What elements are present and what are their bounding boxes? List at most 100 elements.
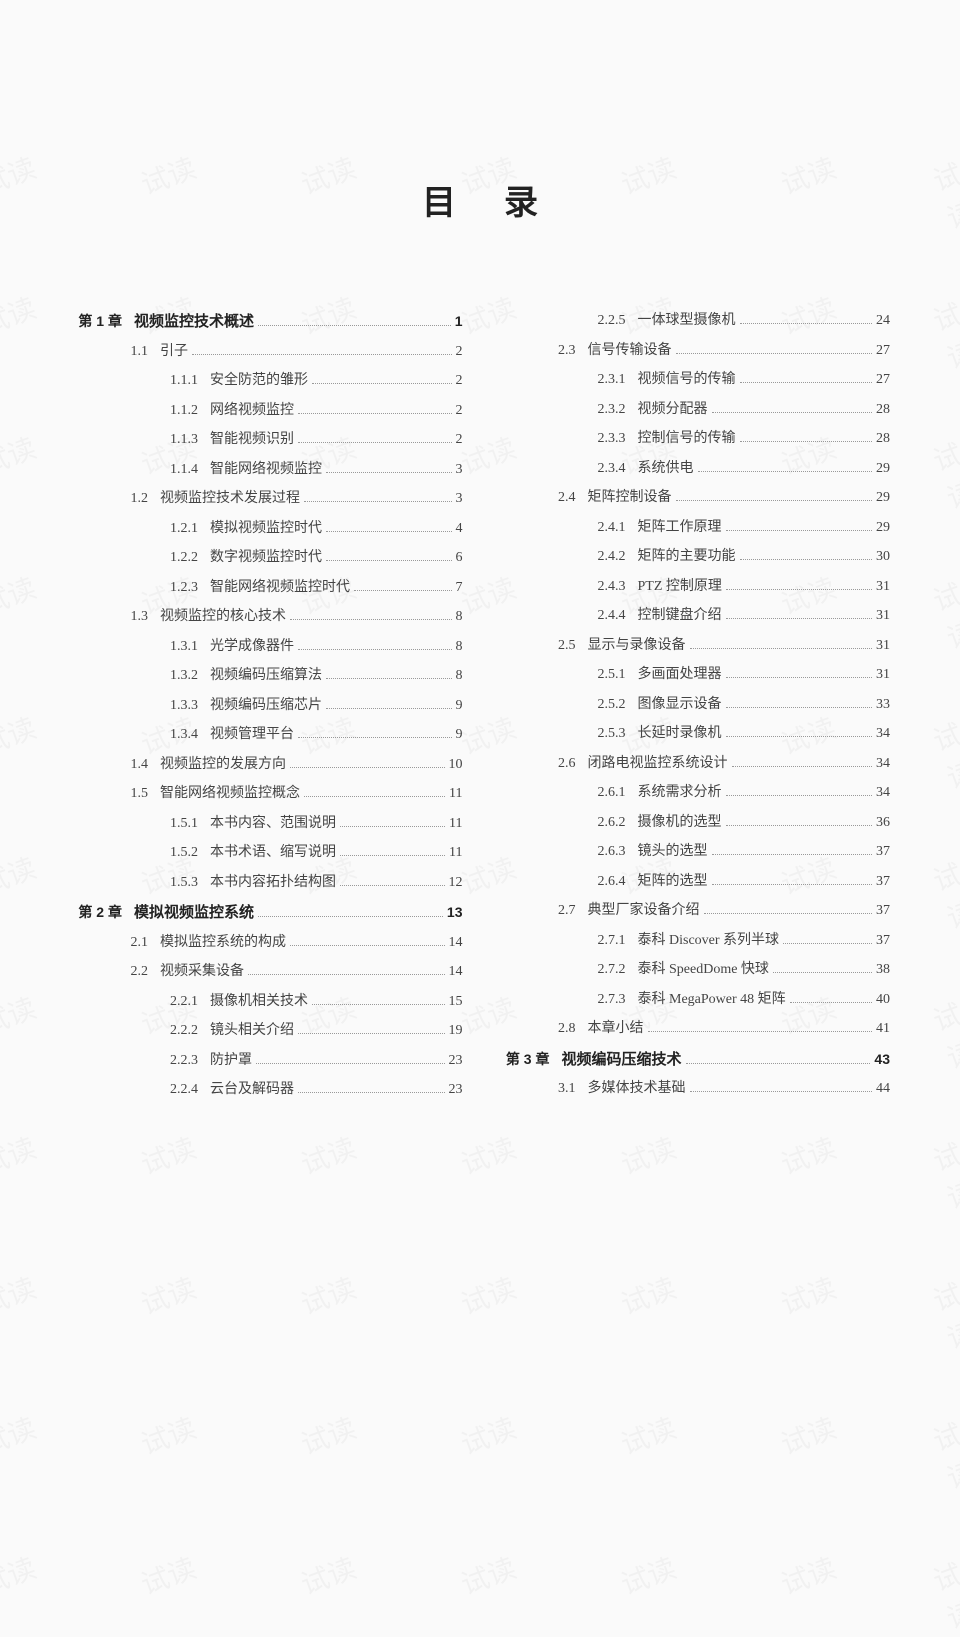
toc-entry-number: 第 2 章 [70,905,122,919]
toc-entry-title: 本书术语、缩写说明 [210,846,336,860]
toc-entry-number: 1.1.3 [70,433,198,447]
toc-leader-dots [326,560,452,561]
toc-entry-title: 网络视频监控 [210,404,294,418]
toc-entry-title: 防护罩 [210,1054,252,1068]
toc-entry: 2.7.1泰科 Discover 系列半球37 [498,934,891,948]
toc-entry-page: 37 [876,875,890,889]
toc-column-right: 2.2.5一体球型摄像机242.3信号传输设备272.3.1视频信号的传输272… [498,314,891,1113]
toc-leader-dots [740,323,873,324]
toc-entry-page: 19 [449,1024,463,1038]
toc-entry-page: 27 [876,373,890,387]
toc-entry: 2.5.1多画面处理器31 [498,668,891,682]
toc-leader-dots [298,1033,445,1034]
toc-entry-title: 模拟视频监控系统 [134,905,254,920]
toc-entry-number: 2.7.3 [498,993,626,1007]
toc-entry-number: 1.3.1 [70,640,198,654]
toc-entry-number: 2.6.4 [498,875,626,889]
toc-entry: 2.2视频采集设备14 [70,965,463,979]
toc-entry-title: 安全防范的雏形 [210,374,308,388]
toc-entry-title: 模拟监控系统的构成 [160,936,286,950]
toc-entry-title: 视频分配器 [638,403,708,417]
toc-entry: 1.2.3智能网络视频监控时代7 [70,581,463,595]
toc-entry: 第 1 章视频监控技术概述1 [70,314,463,329]
toc-entry-title: 视频编码压缩技术 [562,1052,682,1067]
toc-leader-dots [712,412,873,413]
toc-leader-dots [790,1002,872,1003]
toc-leader-dots [298,413,452,414]
toc-entry: 1.1.2网络视频监控2 [70,404,463,418]
toc-entry: 2.4.1矩阵工作原理29 [498,521,891,535]
toc-entry-page: 29 [876,521,890,535]
toc-leader-dots [686,1063,871,1064]
toc-entry-title: 视频监控技术发展过程 [160,492,300,506]
watermark-text: 试读 [615,1547,681,1604]
toc-leader-dots [248,974,445,975]
toc-entry: 1.3.4视频管理平台9 [70,728,463,742]
toc-leader-dots [258,916,443,917]
toc-entry-title: 控制键盘介绍 [638,609,722,623]
watermark-text: 试读 [775,1547,841,1604]
toc-entry-page: 14 [449,965,463,979]
watermark-text: 试读 [135,1407,201,1464]
toc-entry-title: 泰科 SpeedDome 快球 [638,963,769,977]
watermark-text: 试读 [135,1127,201,1184]
toc-leader-dots [312,1004,445,1005]
toc-entry-title: 引子 [160,345,188,359]
toc-leader-dots [340,826,445,827]
toc-entry: 2.4.2矩阵的主要功能30 [498,550,891,564]
toc-entry-page: 34 [876,757,890,771]
toc-entry-page: 43 [874,1052,890,1066]
toc-entry-number: 2.4.1 [498,521,626,535]
toc-entry-page: 11 [449,846,462,860]
toc-entry-title: 视频信号的传输 [638,373,736,387]
watermark-text: 试读 [615,1407,681,1464]
toc-entry-title: 智能视频识别 [210,433,294,447]
toc-leader-dots [726,618,873,619]
toc-leader-dots [712,884,873,885]
toc-entry-number: 1.3.4 [70,728,198,742]
toc-entry: 第 3 章视频编码压缩技术43 [498,1052,891,1067]
watermark-text: 试读 [0,1547,41,1604]
watermark-text: 试读 [0,1127,41,1184]
toc-leader-dots [340,885,445,886]
toc-entry-page: 2 [456,404,463,418]
watermark-text: 试读 [455,1267,521,1324]
toc-entry-number: 2.6.1 [498,786,626,800]
toc-entry-number: 1.2 [70,492,148,506]
toc-entry-title: 镜头的选型 [638,845,708,859]
toc-entry-page: 3 [456,492,463,506]
toc-entry: 2.2.1摄像机相关技术15 [70,995,463,1009]
toc-entry-page: 36 [876,816,890,830]
toc-leader-dots [192,354,452,355]
toc-leader-dots [740,559,873,560]
toc-entry-title: 信号传输设备 [588,344,672,358]
toc-entry-number: 2.3 [498,344,576,358]
toc-entry-number: 2.4 [498,491,576,505]
toc-entry-page: 11 [449,787,462,801]
toc-entry-page: 8 [456,669,463,683]
toc-entry-title: 系统需求分析 [638,786,722,800]
toc-leader-dots [290,619,452,620]
toc-leader-dots [690,648,873,649]
toc-entry-page: 31 [876,609,890,623]
toc-entry: 1.3.1光学成像器件8 [70,640,463,654]
toc-leader-dots [726,795,873,796]
toc-leader-dots [698,471,873,472]
toc-entry-number: 1.5.2 [70,846,198,860]
toc-leader-dots [298,1092,445,1093]
toc-entry-number: 2.2.5 [498,314,626,328]
toc-entry-title: 本书内容拓扑结构图 [210,876,336,890]
toc-entry-title: 智能网络视频监控 [210,463,322,477]
toc-entry: 2.1模拟监控系统的构成14 [70,936,463,950]
toc-entry-page: 40 [876,993,890,1007]
toc-leader-dots [704,913,873,914]
toc-entry-title: 系统供电 [638,462,694,476]
toc-entry-page: 34 [876,786,890,800]
toc-entry-page: 15 [449,995,463,1009]
toc-entry: 2.7.3泰科 MegaPower 48 矩阵40 [498,993,891,1007]
toc-entry-page: 24 [876,314,890,328]
toc-entry-title: 本章小结 [588,1022,644,1036]
toc-entry-number: 2.3.2 [498,403,626,417]
toc-entry-title: 智能网络视频监控概念 [160,787,300,801]
toc-entry-title: 泰科 Discover 系列半球 [638,934,780,948]
